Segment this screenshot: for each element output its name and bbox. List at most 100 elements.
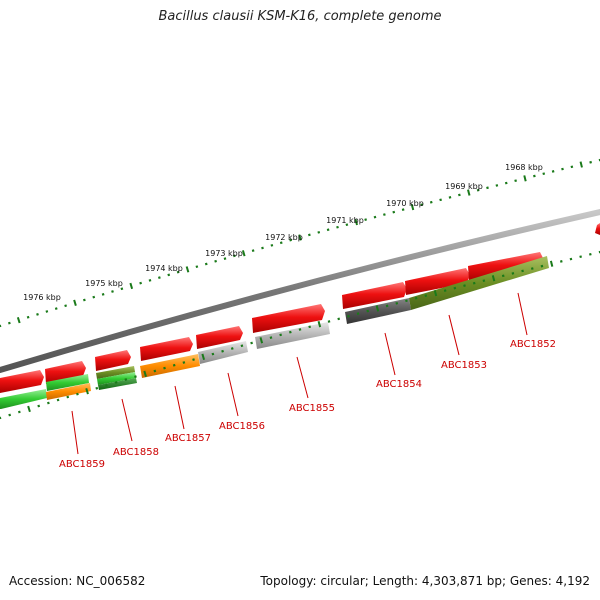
ruler-minor-tick bbox=[424, 294, 428, 298]
ruler-major-tick bbox=[143, 370, 147, 377]
ruler-minor-tick bbox=[439, 198, 442, 202]
ruler-minor-tick bbox=[230, 347, 234, 350]
ruler-minor-tick bbox=[163, 366, 166, 370]
ruler-minor-tick bbox=[476, 188, 480, 192]
ruler-minor-tick bbox=[92, 295, 96, 299]
ruler-minor-tick bbox=[182, 361, 186, 364]
ruler-major-tick bbox=[73, 299, 77, 307]
feature-block-gray bbox=[198, 341, 248, 364]
accession-label: Accession: NC_006582 bbox=[9, 574, 146, 588]
gene-label[interactable]: ABC1854 bbox=[376, 379, 422, 390]
ruler-minor-tick bbox=[530, 267, 534, 270]
ruler-minor-tick bbox=[261, 246, 264, 250]
ruler-minor-tick bbox=[429, 200, 433, 204]
ruler-minor-tick bbox=[83, 298, 86, 302]
gene-leader-line bbox=[448, 314, 460, 356]
ruler-minor-tick bbox=[405, 299, 408, 303]
feature-block-green bbox=[46, 374, 89, 391]
ruler-major-tick bbox=[298, 234, 302, 241]
ruler-minor-tick bbox=[192, 358, 195, 362]
ruler-minor-tick bbox=[211, 352, 215, 356]
ruler-major-tick bbox=[317, 321, 322, 328]
ruler-minor-tick bbox=[326, 228, 330, 232]
ruler-labels: 1968 kbp 1969 kbp 1970 kbp 1971 kbp 1972 kbp… bbox=[23, 163, 543, 302]
ruler-minor-tick bbox=[569, 257, 573, 261]
ruler-minor-tick bbox=[158, 276, 161, 279]
ruler-minor-tick bbox=[337, 317, 341, 321]
ruler-minor-tick bbox=[223, 257, 227, 260]
ruler-minor-tick bbox=[551, 170, 555, 173]
gene-label[interactable]: ABC1853 bbox=[441, 360, 487, 371]
ruler-minor-tick bbox=[176, 270, 180, 274]
ruler-minor-tick bbox=[521, 269, 524, 273]
outer-ruler bbox=[0, 158, 600, 328]
ruler-minor-tick bbox=[148, 279, 152, 282]
ruler-minor-tick bbox=[401, 208, 405, 211]
ruler-minor-tick bbox=[383, 213, 386, 216]
ruler-minor-tick bbox=[588, 253, 592, 256]
genome-summary: Topology: circular; Length: 4,303,871 bp… bbox=[260, 574, 590, 588]
ruler-minor-tick bbox=[139, 281, 142, 285]
ruler-minor-tick bbox=[366, 309, 370, 313]
feature-block-green bbox=[0, 389, 47, 409]
ruler-label: 1975 kbp bbox=[85, 279, 123, 288]
cds-arrow bbox=[196, 326, 243, 349]
cds-arrow bbox=[342, 282, 407, 309]
gene-leader-line bbox=[227, 372, 239, 417]
gene-label[interactable]: ABC1859 bbox=[59, 459, 105, 470]
map-title: Bacillus clausii KSM-K16, complete genom… bbox=[158, 9, 442, 24]
ruler-minor-tick bbox=[298, 328, 302, 331]
ruler-minor-tick bbox=[589, 160, 592, 164]
ruler-minor-tick bbox=[251, 249, 255, 252]
gene-label[interactable]: ABC1857 bbox=[165, 433, 211, 444]
cds-arrow bbox=[45, 361, 86, 384]
ruler-minor-tick bbox=[17, 410, 21, 414]
ruler-minor-tick bbox=[495, 184, 499, 187]
ruler-minor-tick bbox=[448, 196, 452, 199]
feature-block-green-dark bbox=[98, 378, 137, 390]
ruler-minor-tick bbox=[504, 181, 508, 185]
ruler-minor-tick bbox=[472, 281, 476, 285]
gene-leader-line bbox=[517, 292, 528, 336]
ruler-major-tick bbox=[129, 282, 134, 290]
gene-label[interactable]: ABC1858 bbox=[113, 447, 159, 458]
ruler-minor-tick bbox=[288, 330, 292, 334]
ruler-label: 1976 kbp bbox=[23, 293, 61, 302]
ruler-minor-tick bbox=[486, 186, 489, 190]
ruler-major-tick bbox=[201, 353, 206, 361]
ruler-label: 1969 kbp bbox=[445, 182, 483, 191]
ruler-label: 1974 kbp bbox=[145, 264, 183, 273]
gene-label[interactable]: ABC1855 bbox=[289, 403, 335, 414]
ruler-major-tick bbox=[354, 218, 358, 226]
ruler-minor-tick bbox=[501, 274, 505, 278]
ruler-label: 1972 kbp bbox=[265, 233, 303, 242]
ruler-minor-tick bbox=[345, 223, 349, 227]
ruler-minor-tick bbox=[533, 174, 536, 178]
ruler-minor-tick bbox=[7, 321, 11, 325]
feature-block-orange bbox=[46, 383, 91, 400]
ruler-major-tick bbox=[16, 316, 21, 324]
ruler-minor-tick bbox=[114, 381, 118, 384]
ruler-minor-tick bbox=[308, 325, 312, 329]
ruler-minor-tick bbox=[279, 333, 283, 337]
ruler-minor-tick bbox=[95, 386, 99, 390]
ruler-minor-tick bbox=[124, 378, 128, 381]
ruler-minor-tick bbox=[540, 264, 544, 268]
ruler-minor-tick bbox=[414, 296, 418, 300]
ruler-label: 1973 kbp bbox=[205, 249, 243, 258]
cds-arrow bbox=[595, 223, 600, 235]
ruler-minor-tick bbox=[66, 395, 70, 399]
gene-label[interactable]: ABC1852 bbox=[510, 339, 556, 350]
ruler-minor-tick bbox=[76, 392, 79, 396]
ruler-minor-tick bbox=[167, 273, 171, 277]
ruler-major-tick bbox=[241, 250, 246, 257]
ruler-minor-tick bbox=[458, 193, 461, 197]
ruler-minor-tick bbox=[482, 279, 486, 283]
cds-arrow bbox=[405, 268, 470, 295]
ruler-minor-tick bbox=[195, 265, 199, 269]
feature-block-olive bbox=[96, 366, 135, 379]
ruler-minor-tick bbox=[463, 284, 466, 287]
ruler-label: 1971 kbp bbox=[326, 216, 364, 225]
ruler-minor-tick bbox=[559, 260, 563, 263]
gene-label[interactable]: ABC1856 bbox=[219, 421, 265, 432]
